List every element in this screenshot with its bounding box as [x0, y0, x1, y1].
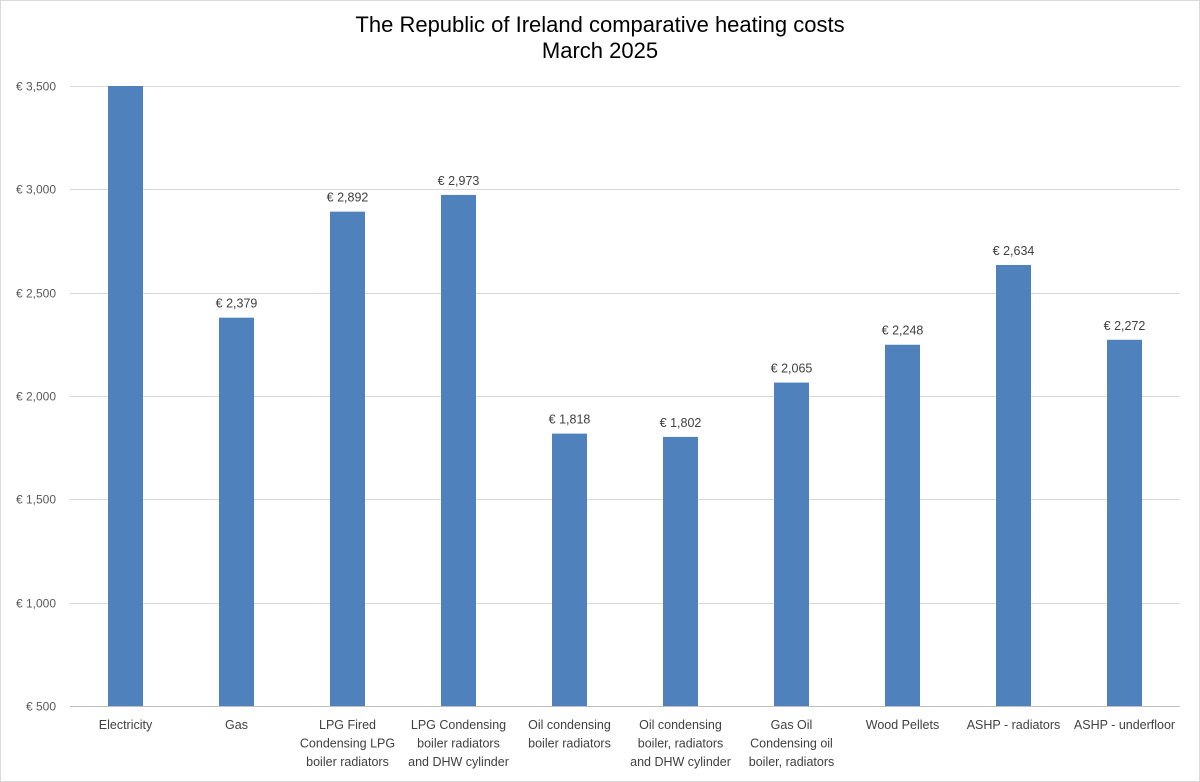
data-label: € 2,065	[771, 362, 813, 376]
y-axis-ticks: € 500 € 1,000 € 1,500 € 2,000 € 2,500 € 3,000…	[16, 80, 56, 714]
chart-subtitle: March 2025	[541, 38, 659, 63]
data-label: € 2,379	[216, 297, 258, 311]
chart-title-block: The Republic of Ireland comparative heat…	[0, 12, 1200, 64]
y-tick-label: € 2,500	[16, 287, 56, 301]
x-category-label: ASHP - radiators	[967, 718, 1061, 732]
data-label: € 2,248	[882, 324, 924, 338]
x-category-label: Electricity	[99, 718, 153, 732]
data-label: € 1,818	[549, 413, 591, 427]
bars	[108, 86, 1142, 707]
y-tick-label: € 3,000	[16, 183, 56, 197]
x-category-label: LPG Condensing boiler radiators and DHW cy…	[408, 718, 509, 769]
bar	[996, 264, 1031, 706]
bar	[441, 194, 476, 706]
x-category-label: Wood Pellets	[866, 718, 939, 732]
bar	[1107, 339, 1142, 706]
x-category-label: Gas Oil Condensing oil boiler, radiators	[749, 718, 834, 769]
y-tick-label: € 1,500	[16, 493, 56, 507]
x-category-label: Oil condensing boiler radiators	[528, 718, 611, 751]
y-tick-label: € 500	[26, 700, 56, 714]
bar	[663, 436, 698, 706]
chart-title: The Republic of Ireland comparative heat…	[355, 12, 845, 37]
data-label: € 2,634	[993, 244, 1035, 258]
data-label: € 2,973	[438, 174, 480, 188]
bar	[108, 86, 143, 706]
data-label: € 1,802	[660, 416, 702, 430]
y-tick-label: € 2,000	[16, 390, 56, 404]
x-category-label: Gas	[225, 718, 248, 732]
bar	[330, 211, 365, 707]
y-tick-label: € 1,000	[16, 597, 56, 611]
x-category-label: ASHP - underfloor	[1074, 718, 1175, 732]
gridlines	[70, 86, 1180, 707]
x-category-label: Oil condensing boiler, radiators and DHW c…	[630, 718, 731, 769]
data-labels: € 2,379 € 2,892 € 2,973 € 1,818 € 1,802 € 2,0…	[216, 174, 1146, 430]
data-label: € 2,272	[1104, 319, 1146, 333]
data-label: € 2,892	[327, 191, 369, 205]
bar	[885, 344, 920, 706]
x-axis-categories: Electricity Gas LPG Fired Condensing LPG boi…	[99, 718, 1175, 769]
bar	[552, 433, 587, 706]
x-category-label: LPG Fired Condensing LPG boiler radiators	[300, 718, 395, 769]
bar	[219, 317, 254, 706]
bar	[774, 382, 809, 706]
y-tick-label: € 3,500	[16, 80, 56, 94]
